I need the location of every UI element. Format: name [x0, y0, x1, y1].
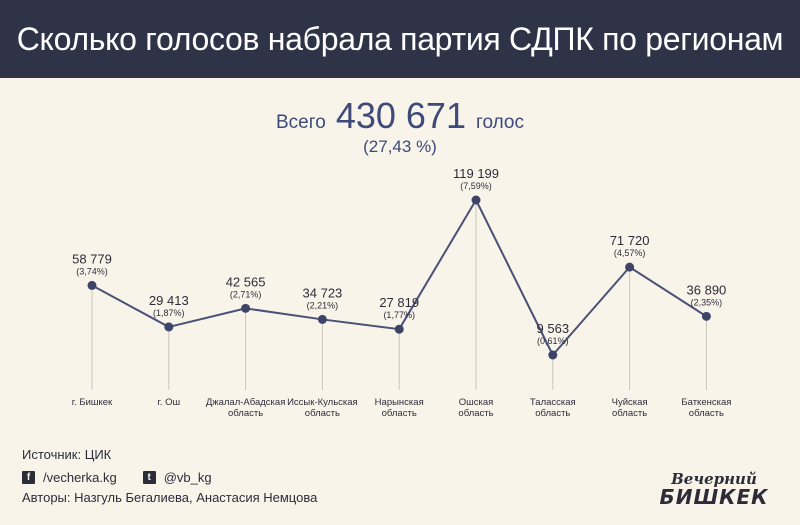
- facebook-link[interactable]: /vecherka.kg: [43, 470, 117, 485]
- region-label-0-0: г. Бишкек: [72, 397, 113, 408]
- region-label-6-1: область: [535, 408, 570, 419]
- social-links: f /vecherka.kg t @vb_kg: [22, 470, 212, 485]
- data-point-1: [164, 322, 174, 332]
- value-label-2: 42 565: [226, 274, 266, 289]
- data-point-7: [625, 262, 635, 272]
- percent-label-3: (2,21%): [307, 300, 339, 310]
- region-label-4-0: Нарынская: [375, 397, 424, 408]
- data-point-6: [548, 350, 558, 360]
- value-label-7: 71 720: [610, 233, 650, 248]
- total-unit: голос: [475, 112, 524, 133]
- facebook-icon: f: [22, 471, 35, 484]
- page-title: Сколько голосов набрала партия СДПК по р…: [16, 20, 784, 57]
- logo-line-2: БИШКЕК: [659, 485, 769, 509]
- percent-label-2: (2,71%): [230, 289, 262, 299]
- region-label-7-1: область: [612, 408, 647, 419]
- region-label-2-0: Джалал-Абадская: [206, 397, 286, 408]
- region-label-5-1: область: [458, 408, 493, 419]
- total-summary: Всего 430 671 голос (27,43 %): [0, 95, 800, 157]
- data-point-8: [701, 311, 711, 321]
- data-point-3: [317, 314, 327, 324]
- vecherniy-bishkek-logo: Вечерний БИШКЕК: [654, 470, 774, 509]
- data-point-4: [394, 324, 404, 334]
- value-label-0: 58 779: [72, 251, 112, 266]
- region-label-2-1: область: [228, 408, 263, 419]
- region-label-5-0: Ошская: [459, 397, 494, 408]
- percent-label-6: (0,61%): [537, 336, 569, 346]
- region-label-7-0: Чуйская: [612, 397, 648, 408]
- total-label: Всего: [276, 112, 326, 133]
- logo-line-1: Вечерний: [671, 470, 757, 488]
- value-label-6: 9 563: [537, 321, 570, 336]
- region-label-3-0: Иссык-Кульская: [287, 397, 358, 408]
- region-label-1-0: г. Ош: [157, 397, 180, 408]
- percent-label-8: (2,35%): [691, 297, 723, 307]
- authors-text: Авторы: Назгуль Бегалиева, Анастасия Нем…: [22, 490, 318, 505]
- total-percent: (27,43 %): [363, 137, 437, 156]
- source-text: Источник: ЦИК: [22, 447, 112, 462]
- region-label-8-1: область: [689, 408, 724, 419]
- region-label-3-1: область: [305, 408, 340, 419]
- twitter-icon: t: [142, 471, 156, 484]
- percent-label-4: (1,77%): [383, 310, 415, 320]
- total-value: 430 671: [335, 95, 466, 136]
- region-label-8-0: Баткенская: [681, 397, 731, 408]
- value-label-4: 27 819: [379, 295, 419, 310]
- region-label-6-0: Таласская: [530, 397, 576, 408]
- value-label-5: 119 199: [453, 166, 499, 181]
- value-label-3: 34 723: [303, 285, 343, 300]
- data-point-5: [471, 195, 481, 205]
- data-point-0: [87, 280, 97, 290]
- twitter-link[interactable]: @vb_kg: [163, 470, 212, 485]
- value-label-8: 36 890: [687, 282, 727, 297]
- percent-label-5: (7,59%): [460, 181, 492, 191]
- percent-label-0: (3,74%): [76, 266, 108, 276]
- data-point-2: [241, 303, 251, 313]
- value-label-1: 29 413: [149, 293, 189, 308]
- percent-label-7: (4,57%): [614, 248, 646, 258]
- header-bar: Сколько голосов набрала партия СДПК по р…: [0, 0, 800, 78]
- region-label-4-1: область: [382, 408, 417, 419]
- percent-label-1: (1,87%): [153, 308, 185, 318]
